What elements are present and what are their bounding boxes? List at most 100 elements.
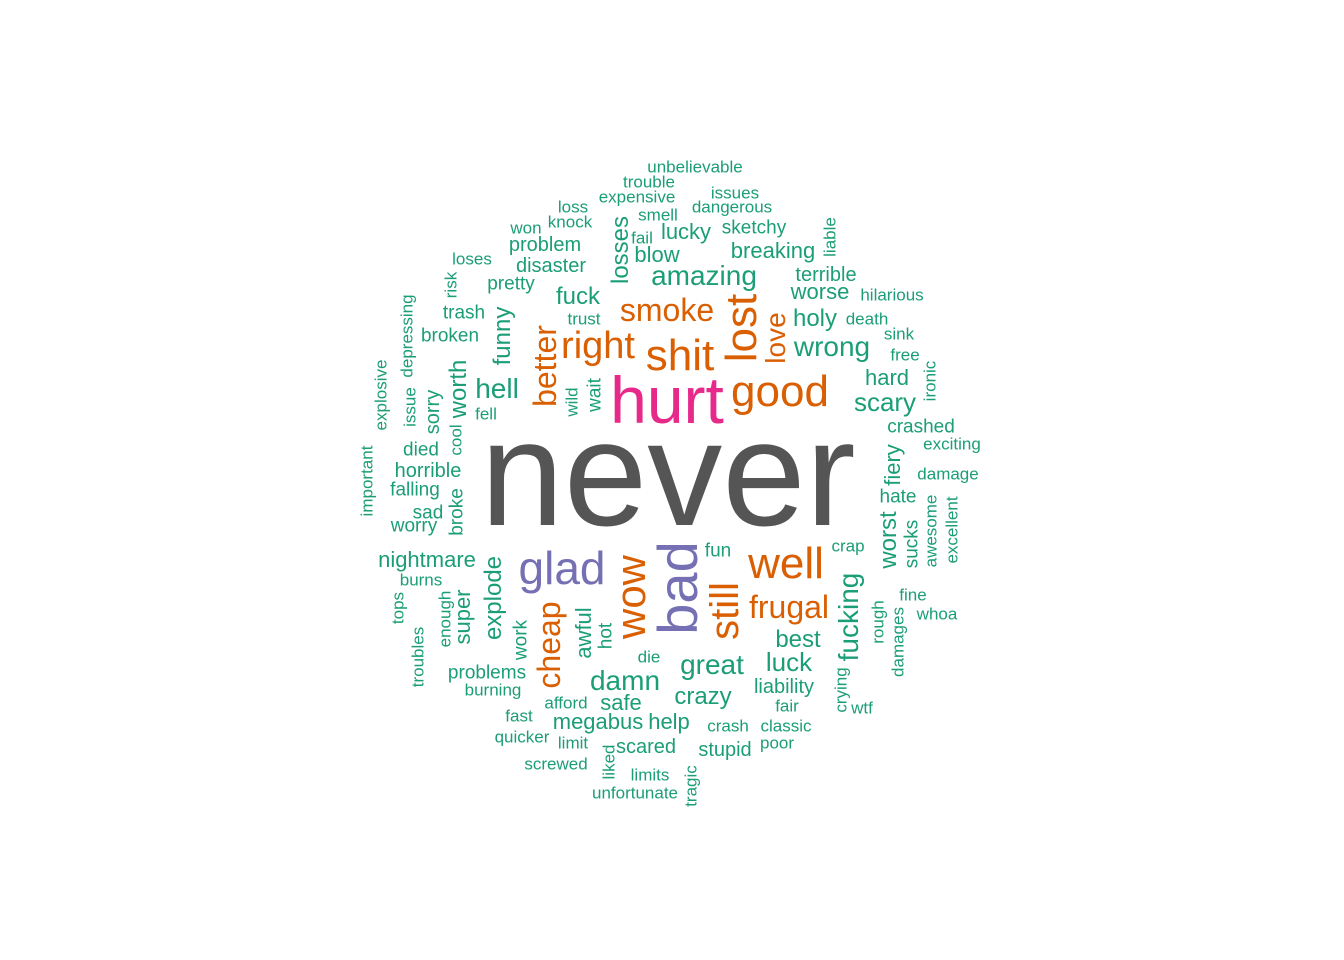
cloud-word: best: [775, 626, 821, 653]
cloud-word: disaster: [515, 255, 587, 277]
cloud-word: pretty: [487, 273, 535, 295]
cloud-word: losses: [607, 215, 634, 285]
cloud-word: awful: [571, 607, 596, 659]
cloud-word: cheap: [531, 601, 567, 689]
cloud-word: fiery: [880, 444, 905, 486]
cloud-word: liable: [820, 217, 840, 257]
cloud-word: unfortunate: [591, 783, 679, 803]
cloud-word: tops: [388, 591, 408, 625]
cloud-word: good: [731, 367, 829, 416]
cloud-word: crazy: [674, 683, 732, 710]
cloud-word: safe: [600, 690, 642, 715]
cloud-word: blow: [634, 242, 680, 267]
cloud-word: scary: [853, 387, 917, 417]
cloud-word: fuck: [555, 283, 601, 310]
cloud-word: died: [403, 439, 439, 461]
cloud-word: shit: [645, 331, 715, 380]
cloud-word: damage: [917, 464, 979, 484]
cloud-word: worse: [790, 279, 850, 304]
cloud-word: great: [680, 649, 744, 680]
cloud-word: ironic: [920, 360, 940, 402]
cloud-word: stupid: [698, 739, 752, 761]
cloud-word: fair: [775, 696, 799, 716]
cloud-word: work: [510, 619, 532, 661]
cloud-word: crying: [831, 667, 851, 713]
cloud-word: knock: [547, 212, 593, 232]
cloud-word: explosive: [371, 359, 391, 431]
cloud-word: frugal: [748, 589, 830, 625]
cloud-word: risk: [441, 271, 461, 299]
cloud-word: falling: [390, 479, 440, 501]
cloud-word: cool: [446, 424, 466, 456]
cloud-word: megabus: [552, 709, 644, 734]
cloud-word: fucking: [833, 572, 864, 662]
cloud-word: fail: [631, 228, 653, 248]
cloud-word: liability: [753, 676, 815, 698]
cloud-word: better: [527, 325, 563, 407]
cloud-word: wtf: [851, 698, 873, 718]
cloud-word: limit: [557, 733, 589, 753]
cloud-word: hell: [475, 373, 519, 404]
cloud-word: fine: [899, 585, 927, 605]
cloud-word: smell: [638, 205, 678, 225]
cloud-word: fun: [704, 540, 732, 562]
cloud-word: hot: [595, 622, 617, 650]
cloud-word: never: [480, 389, 856, 557]
cloud-word: right: [561, 325, 635, 367]
cloud-word: terrible: [795, 264, 857, 286]
cloud-word: hurt: [610, 363, 724, 437]
cloud-word: worry: [390, 515, 438, 537]
cloud-word: dangerous: [691, 197, 773, 217]
cloud-word: problem: [508, 234, 582, 256]
cloud-word: worst: [875, 511, 902, 569]
cloud-word: sink: [883, 324, 915, 344]
cloud-word: tragic: [681, 765, 701, 807]
cloud-word: sketchy: [721, 217, 787, 239]
cloud-word: smoke: [619, 292, 715, 328]
cloud-word: scared: [615, 736, 677, 758]
cloud-word: problems: [447, 662, 527, 684]
cloud-word: well: [748, 539, 824, 588]
cloud-word: trust: [567, 309, 601, 329]
cloud-word: important: [357, 445, 377, 517]
cloud-word: hard: [864, 365, 910, 390]
cloud-word: fast: [505, 706, 533, 726]
cloud-word: loss: [557, 197, 589, 217]
cloud-word: glad: [518, 542, 606, 594]
cloud-word: lucky: [660, 219, 712, 244]
cloud-word: worth: [445, 359, 472, 419]
cloud-word: afford: [544, 693, 588, 713]
cloud-word: breaking: [730, 238, 816, 263]
cloud-word: unbelievable: [647, 157, 743, 177]
cloud-word: expensive: [598, 187, 676, 207]
cloud-word: fell: [475, 404, 497, 424]
cloud-word: hate: [879, 486, 917, 508]
cloud-word: love: [760, 312, 791, 364]
cloud-word: wild: [562, 387, 582, 417]
cloud-word: holy: [792, 305, 838, 332]
cloud-word: horrible: [394, 460, 462, 482]
cloud-word: crash: [707, 716, 749, 736]
cloud-word: won: [510, 218, 542, 238]
cloud-word: super: [450, 589, 475, 645]
cloud-word: excellent: [942, 496, 962, 564]
cloud-word: burns: [399, 570, 443, 590]
cloud-word: awesome: [921, 494, 941, 568]
cloud-word: issue: [400, 387, 420, 427]
cloud-word: screwed: [524, 754, 588, 774]
cloud-word: limits: [630, 765, 670, 785]
cloud-word: amazing: [651, 260, 757, 291]
cloud-word: broken: [420, 325, 480, 347]
cloud-word: help: [648, 709, 690, 734]
cloud-word: death: [845, 309, 889, 329]
cloud-word: hilarious: [860, 285, 924, 305]
cloud-word: trash: [442, 302, 486, 324]
cloud-word: classic: [760, 716, 812, 736]
cloud-word: exciting: [923, 434, 981, 454]
cloud-word: troubles: [408, 626, 428, 688]
cloud-word: issues: [710, 183, 760, 203]
cloud-word: damn: [589, 665, 661, 696]
cloud-word: liked: [599, 744, 619, 780]
cloud-word: free: [890, 345, 920, 365]
